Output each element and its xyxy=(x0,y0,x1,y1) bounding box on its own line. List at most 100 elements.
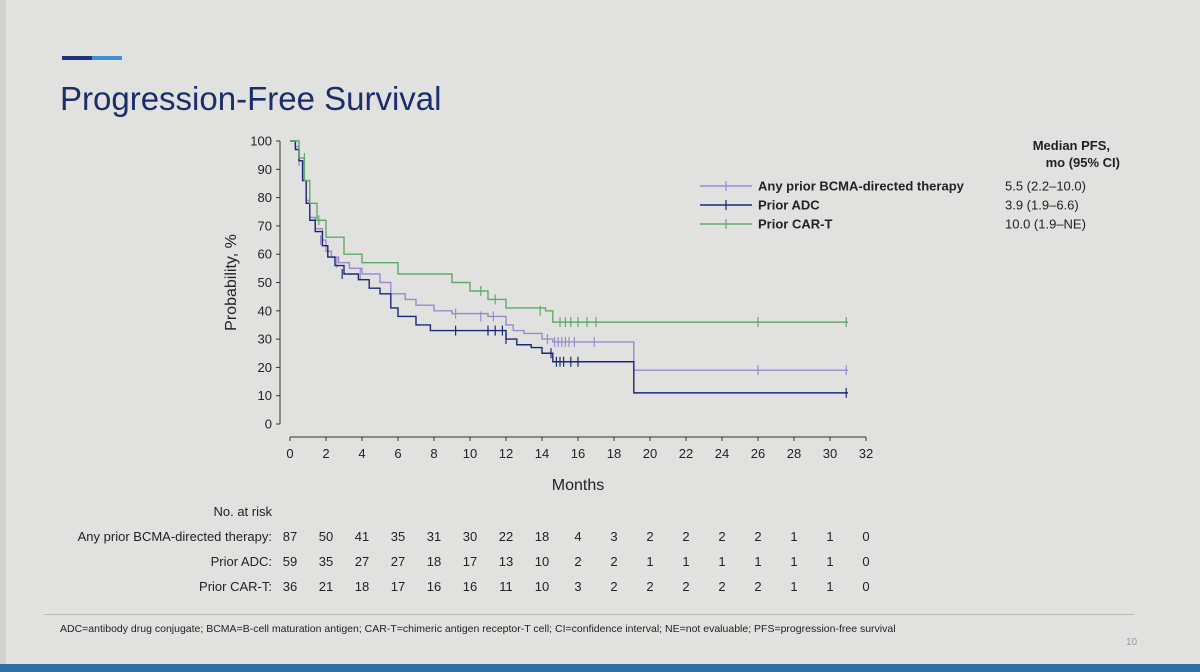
y-tick-label: 60 xyxy=(258,247,272,262)
x-tick-label: 2 xyxy=(322,446,329,461)
risk-cell: 30 xyxy=(463,529,477,544)
series-line xyxy=(290,140,848,371)
x-axis-label: Months xyxy=(552,477,604,494)
risk-cell: 2 xyxy=(574,554,581,569)
series-line xyxy=(290,140,848,394)
risk-cell: 27 xyxy=(391,554,405,569)
y-tick-label: 0 xyxy=(265,417,272,432)
y-axis-label: Probability, % xyxy=(223,234,240,331)
risk-cell: 31 xyxy=(427,529,441,544)
risk-cell: 2 xyxy=(610,554,617,569)
risk-cell: 13 xyxy=(499,554,513,569)
x-tick-label: 4 xyxy=(358,446,365,461)
risk-cell: 1 xyxy=(646,554,653,569)
risk-cell: 35 xyxy=(391,529,405,544)
risk-cell: 1 xyxy=(790,554,797,569)
risk-row-label: Prior CAR-T: xyxy=(199,579,272,594)
legend-series-name: Prior ADC xyxy=(758,198,820,213)
risk-cell: 0 xyxy=(862,529,869,544)
legend-median-value: 5.5 (2.2–10.0) xyxy=(1005,179,1086,194)
risk-cell: 4 xyxy=(574,529,581,544)
x-tick-label: 20 xyxy=(643,446,657,461)
risk-cell: 2 xyxy=(646,579,653,594)
legend-median-value: 3.9 (1.9–6.6) xyxy=(1005,198,1079,213)
risk-cell: 18 xyxy=(535,529,549,544)
risk-cell: 1 xyxy=(790,579,797,594)
risk-cell: 17 xyxy=(391,579,405,594)
y-tick-label: 70 xyxy=(258,218,272,233)
x-tick-label: 26 xyxy=(751,446,765,461)
y-tick-label: 50 xyxy=(258,275,272,290)
y-tick-label: 40 xyxy=(258,303,272,318)
risk-cell: 2 xyxy=(610,579,617,594)
slide-left-edge xyxy=(0,0,6,672)
risk-cell: 18 xyxy=(427,554,441,569)
risk-cell: 35 xyxy=(319,554,333,569)
legend-series-name: Prior CAR-T xyxy=(758,217,832,232)
risk-cell: 3 xyxy=(610,529,617,544)
risk-cell: 36 xyxy=(283,579,297,594)
chart-legend: Median PFS, mo (95% CI) Any prior BCMA-dir… xyxy=(700,138,1120,232)
y-tick-label: 10 xyxy=(258,388,272,403)
risk-cell: 0 xyxy=(862,579,869,594)
risk-row-label: Prior ADC: xyxy=(211,554,272,569)
risk-cell: 1 xyxy=(790,529,797,544)
page-title: Progression-Free Survival xyxy=(60,80,442,117)
risk-row-label: Any prior BCMA-directed therapy: xyxy=(78,529,272,544)
x-tick-label: 24 xyxy=(715,446,729,461)
risk-cell: 59 xyxy=(283,554,297,569)
title-accent-light xyxy=(92,56,122,60)
risk-cell: 2 xyxy=(754,529,761,544)
x-tick-label: 16 xyxy=(571,446,585,461)
risk-cell: 2 xyxy=(754,579,761,594)
footnote-divider xyxy=(44,614,1134,615)
legend-header-line2: mo (95% CI) xyxy=(1046,155,1120,170)
risk-cell: 1 xyxy=(682,554,689,569)
risk-table: No. at risk Any prior BCMA-directed thera… xyxy=(78,504,870,594)
risk-cell: 16 xyxy=(463,579,477,594)
risk-cell: 17 xyxy=(463,554,477,569)
x-tick-label: 28 xyxy=(787,446,801,461)
risk-cell: 27 xyxy=(355,554,369,569)
footnote: ADC=antibody drug conjugate; BCMA=B-cell… xyxy=(60,623,896,635)
x-tick-label: 30 xyxy=(823,446,837,461)
risk-cell: 22 xyxy=(499,529,513,544)
risk-cell: 11 xyxy=(499,579,513,594)
y-tick-label: 100 xyxy=(250,134,272,149)
risk-cell: 16 xyxy=(427,579,441,594)
risk-cell: 1 xyxy=(826,554,833,569)
risk-cell: 50 xyxy=(319,529,333,544)
y-tick-label: 90 xyxy=(258,162,272,177)
risk-cell: 18 xyxy=(355,579,369,594)
x-tick-label: 6 xyxy=(394,446,401,461)
x-tick-label: 10 xyxy=(463,446,477,461)
risk-cell: 2 xyxy=(718,529,725,544)
legend-header-line1: Median PFS, xyxy=(1033,138,1110,153)
risk-cell: 2 xyxy=(646,529,653,544)
risk-cell: 1 xyxy=(754,554,761,569)
title-accent-dark xyxy=(62,56,92,60)
risk-cell: 1 xyxy=(826,529,833,544)
risk-cell: 87 xyxy=(283,529,297,544)
risk-cell: 2 xyxy=(718,579,725,594)
y-tick-label: 20 xyxy=(258,360,272,375)
series-line xyxy=(290,140,848,323)
y-tick-label: 30 xyxy=(258,332,272,347)
chart-curves xyxy=(290,140,848,398)
risk-cell: 21 xyxy=(319,579,333,594)
risk-cell: 10 xyxy=(535,554,549,569)
risk-cell: 3 xyxy=(574,579,581,594)
risk-cell: 1 xyxy=(718,554,725,569)
x-tick-label: 14 xyxy=(535,446,549,461)
legend-median-value: 10.0 (1.9–NE) xyxy=(1005,217,1086,232)
risk-cell: 2 xyxy=(682,579,689,594)
slide-bottom-bar xyxy=(0,664,1200,672)
risk-cell: 41 xyxy=(355,529,369,544)
page-number: 10 xyxy=(1126,637,1138,648)
x-tick-label: 22 xyxy=(679,446,693,461)
risk-cell: 1 xyxy=(826,579,833,594)
x-tick-label: 12 xyxy=(499,446,513,461)
